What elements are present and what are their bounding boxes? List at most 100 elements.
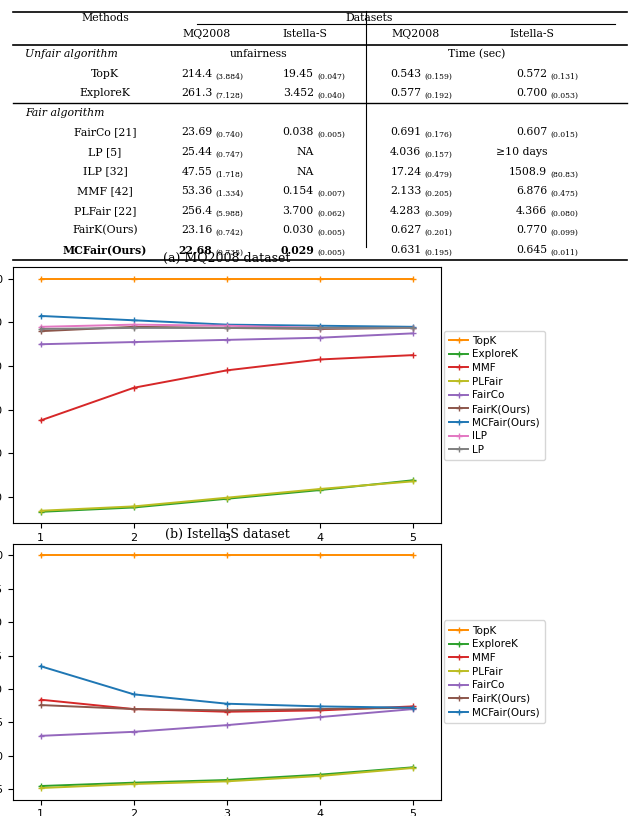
- Text: 0.577: 0.577: [390, 88, 421, 98]
- Text: 4.283: 4.283: [390, 206, 421, 216]
- Text: 47.55: 47.55: [182, 166, 212, 176]
- Text: FairK(Ours): FairK(Ours): [72, 225, 138, 236]
- Text: 256.4: 256.4: [181, 206, 212, 216]
- Line: TopK: TopK: [37, 552, 417, 559]
- Text: 0.770: 0.770: [516, 225, 547, 236]
- FairCo: [316, 333, 324, 343]
- PLFair: [37, 783, 45, 793]
- Text: (0.007): (0.007): [317, 190, 345, 198]
- PLFair: [223, 493, 230, 503]
- FairK(Ours): [223, 323, 230, 333]
- Text: 17.24: 17.24: [390, 166, 421, 176]
- Text: (80.83): (80.83): [550, 171, 579, 179]
- Text: 25.44: 25.44: [182, 147, 212, 157]
- Text: 0.627: 0.627: [390, 225, 421, 236]
- Text: (0.099): (0.099): [550, 229, 579, 237]
- Text: NA: NA: [296, 166, 314, 176]
- FairCo: [223, 721, 230, 730]
- Text: (0.479): (0.479): [424, 171, 452, 179]
- MCFair(Ours): [316, 321, 324, 330]
- LP: [37, 324, 45, 334]
- Text: (0.735): (0.735): [216, 249, 244, 257]
- Title: (a) MQ2008 dataset: (a) MQ2008 dataset: [163, 252, 291, 264]
- Line: PLFair: PLFair: [37, 765, 417, 792]
- MMF: [130, 383, 138, 392]
- Text: (0.047): (0.047): [317, 73, 345, 81]
- MMF: [409, 350, 417, 360]
- Text: 0.700: 0.700: [516, 88, 547, 98]
- ExploreK: [316, 769, 324, 779]
- TopK: [130, 550, 138, 560]
- FairK(Ours): [316, 324, 324, 334]
- MCFair(Ours): [37, 661, 45, 671]
- Text: 0.572: 0.572: [516, 69, 547, 78]
- Text: (0.011): (0.011): [550, 249, 579, 257]
- Text: (0.192): (0.192): [424, 92, 452, 100]
- LP: [316, 323, 324, 333]
- TopK: [409, 550, 417, 560]
- PLFair: [316, 484, 324, 494]
- Text: (0.309): (0.309): [424, 210, 452, 218]
- Text: 0.038: 0.038: [282, 127, 314, 137]
- ExploreK: [223, 775, 230, 785]
- MMF: [130, 704, 138, 714]
- X-axis label: Cutoff: Cutoff: [208, 548, 246, 561]
- Title: (b) Istella-S dataset: (b) Istella-S dataset: [164, 528, 289, 541]
- FairK(Ours): [37, 326, 45, 336]
- MMF: [223, 707, 230, 716]
- Text: (0.195): (0.195): [424, 249, 452, 257]
- Text: MMF [42]: MMF [42]: [77, 186, 133, 196]
- Line: FairK(Ours): FairK(Ours): [37, 323, 417, 335]
- Text: ≥10 days: ≥10 days: [496, 147, 547, 157]
- Text: 6.876: 6.876: [516, 186, 547, 196]
- FairCo: [130, 727, 138, 737]
- Text: 23.16: 23.16: [181, 225, 212, 236]
- TopK: [37, 274, 45, 284]
- Text: Methods: Methods: [81, 13, 129, 23]
- Text: 214.4: 214.4: [181, 69, 212, 78]
- FairCo: [316, 712, 324, 722]
- ExploreK: [223, 494, 230, 503]
- Text: Datasets: Datasets: [346, 13, 393, 23]
- Text: (0.015): (0.015): [550, 131, 579, 140]
- MMF: [409, 702, 417, 712]
- Text: 3.700: 3.700: [283, 206, 314, 216]
- Text: (0.005): (0.005): [317, 229, 345, 237]
- PLFair: [316, 771, 324, 781]
- Text: 0.631: 0.631: [390, 245, 421, 255]
- Text: 0.030: 0.030: [282, 225, 314, 236]
- PLFair: [130, 502, 138, 512]
- Text: 261.3: 261.3: [181, 88, 212, 98]
- Text: (0.201): (0.201): [424, 229, 452, 237]
- Line: LP: LP: [37, 325, 417, 332]
- TopK: [316, 274, 324, 284]
- ILP: [409, 323, 417, 333]
- Text: 53.36: 53.36: [181, 186, 212, 196]
- Text: (0.157): (0.157): [424, 151, 452, 159]
- TopK: [316, 550, 324, 560]
- FairCo: [130, 337, 138, 347]
- MCFair(Ours): [37, 311, 45, 321]
- MCFair(Ours): [223, 320, 230, 330]
- Line: MCFair(Ours): MCFair(Ours): [37, 313, 417, 330]
- Text: MCFair(Ours): MCFair(Ours): [63, 245, 147, 255]
- Line: ExploreK: ExploreK: [37, 764, 417, 790]
- Text: 0.607: 0.607: [516, 127, 547, 137]
- Text: 3.452: 3.452: [283, 88, 314, 98]
- ExploreK: [409, 476, 417, 486]
- FairCo: [223, 335, 230, 345]
- ExploreK: [409, 762, 417, 772]
- PLFair: [409, 477, 417, 486]
- Text: ILP [32]: ILP [32]: [83, 166, 127, 176]
- LP: [409, 323, 417, 333]
- Text: (0.176): (0.176): [424, 131, 452, 140]
- Text: TopK: TopK: [91, 69, 119, 78]
- LP: [130, 323, 138, 333]
- ExploreK: [37, 781, 45, 791]
- Line: FairCo: FairCo: [37, 706, 417, 739]
- Text: (5.988): (5.988): [216, 210, 243, 218]
- Text: Fair algorithm: Fair algorithm: [25, 108, 104, 118]
- MMF: [316, 355, 324, 365]
- ExploreK: [37, 507, 45, 517]
- Line: TopK: TopK: [37, 276, 417, 282]
